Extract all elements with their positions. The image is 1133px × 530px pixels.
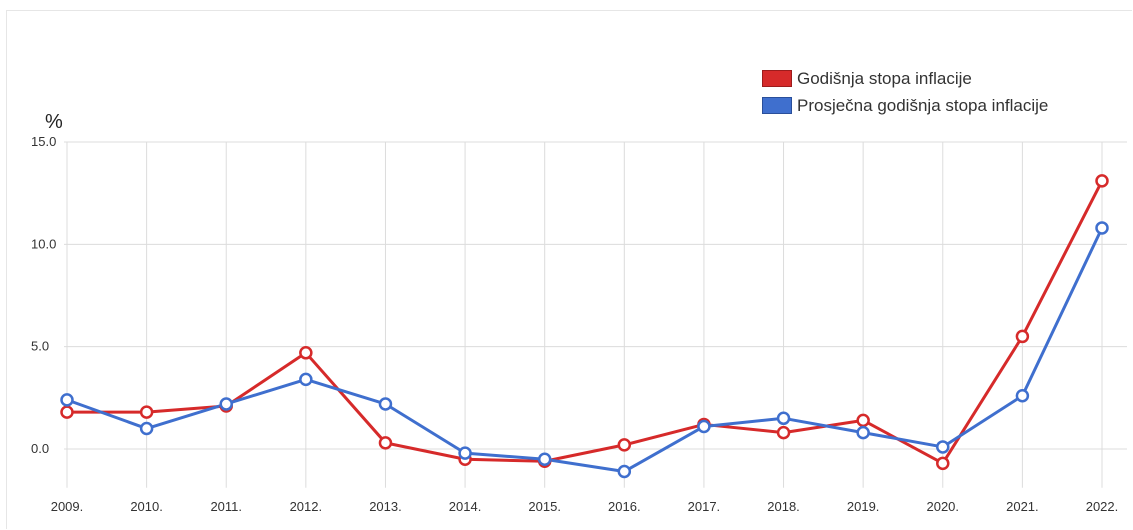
series-line-average [66, 227, 1104, 474]
data-point-annual [1015, 329, 1030, 344]
legend-swatch-average [762, 97, 792, 114]
x-tick-label: 2009. [51, 499, 84, 514]
data-point-average [378, 397, 393, 411]
chart-frame: % Godišnja stopa inflacije Prosječna god… [6, 10, 1132, 529]
data-point-annual [60, 405, 74, 419]
x-tick-label: 2010. [130, 499, 163, 514]
legend-swatch-annual [762, 70, 792, 87]
data-point-average [776, 411, 791, 426]
legend-item-annual[interactable]: Godišnja stopa inflacije [762, 65, 1048, 92]
data-point-average [60, 393, 74, 407]
data-point-average [537, 452, 552, 466]
y-tick-label: 15.0 [31, 134, 56, 149]
series-line-annual [67, 180, 1104, 465]
data-point-average [936, 440, 950, 454]
x-tick-label: 2012. [290, 499, 323, 514]
line-chart: 15.0 10.0 5.0 0.0 2009. 2010. 2011. 2012. 2013. 2… [31, 134, 1127, 514]
y-tick-label: 10.0 [31, 236, 56, 251]
data-point-annual [936, 456, 950, 471]
y-tick-label: 5.0 [31, 339, 49, 354]
x-tick-label: 2021. [1006, 499, 1039, 514]
data-point-annual [139, 405, 154, 419]
legend-item-average[interactable]: Prosječna godišnja stopa inflacije [762, 92, 1048, 119]
y-axis-unit-label: % [45, 111, 63, 133]
data-point-average [139, 421, 154, 436]
data-point-annual [378, 436, 393, 450]
x-tick-label: 2014. [449, 499, 482, 514]
x-tick-label: 2019. [847, 499, 880, 514]
legend-label-average: Prosječna godišnja stopa inflacije [797, 95, 1049, 115]
data-point-annual [776, 425, 791, 440]
x-tick-label: 2018. [767, 499, 800, 514]
x-tick-label: 2013. [369, 499, 402, 514]
data-point-average [458, 446, 472, 460]
data-point-average [697, 419, 711, 434]
data-point-annual [856, 413, 870, 428]
x-tick-label: 2011. [210, 499, 242, 514]
x-tick-label: 2016. [608, 499, 641, 514]
data-point-annual [1095, 174, 1109, 188]
legend-label-annual: Godišnja stopa inflacije [797, 68, 972, 88]
data-point-annual [299, 346, 313, 360]
data-point-average [299, 372, 313, 387]
data-point-average [219, 397, 233, 411]
data-point-average [1015, 389, 1030, 403]
x-tick-label: 2017. [688, 499, 721, 514]
data-point-average [1095, 221, 1109, 235]
x-tick-label: 2020. [926, 499, 959, 514]
data-point-average [617, 464, 632, 479]
x-tick-label: 2015. [528, 499, 561, 514]
data-point-average [856, 425, 870, 440]
legend: Godišnja stopa inflacije Prosječna godiš… [762, 65, 1048, 119]
data-point-annual [617, 438, 632, 452]
x-tick-label: 2022. [1086, 499, 1119, 514]
y-tick-label: 0.0 [31, 441, 49, 456]
